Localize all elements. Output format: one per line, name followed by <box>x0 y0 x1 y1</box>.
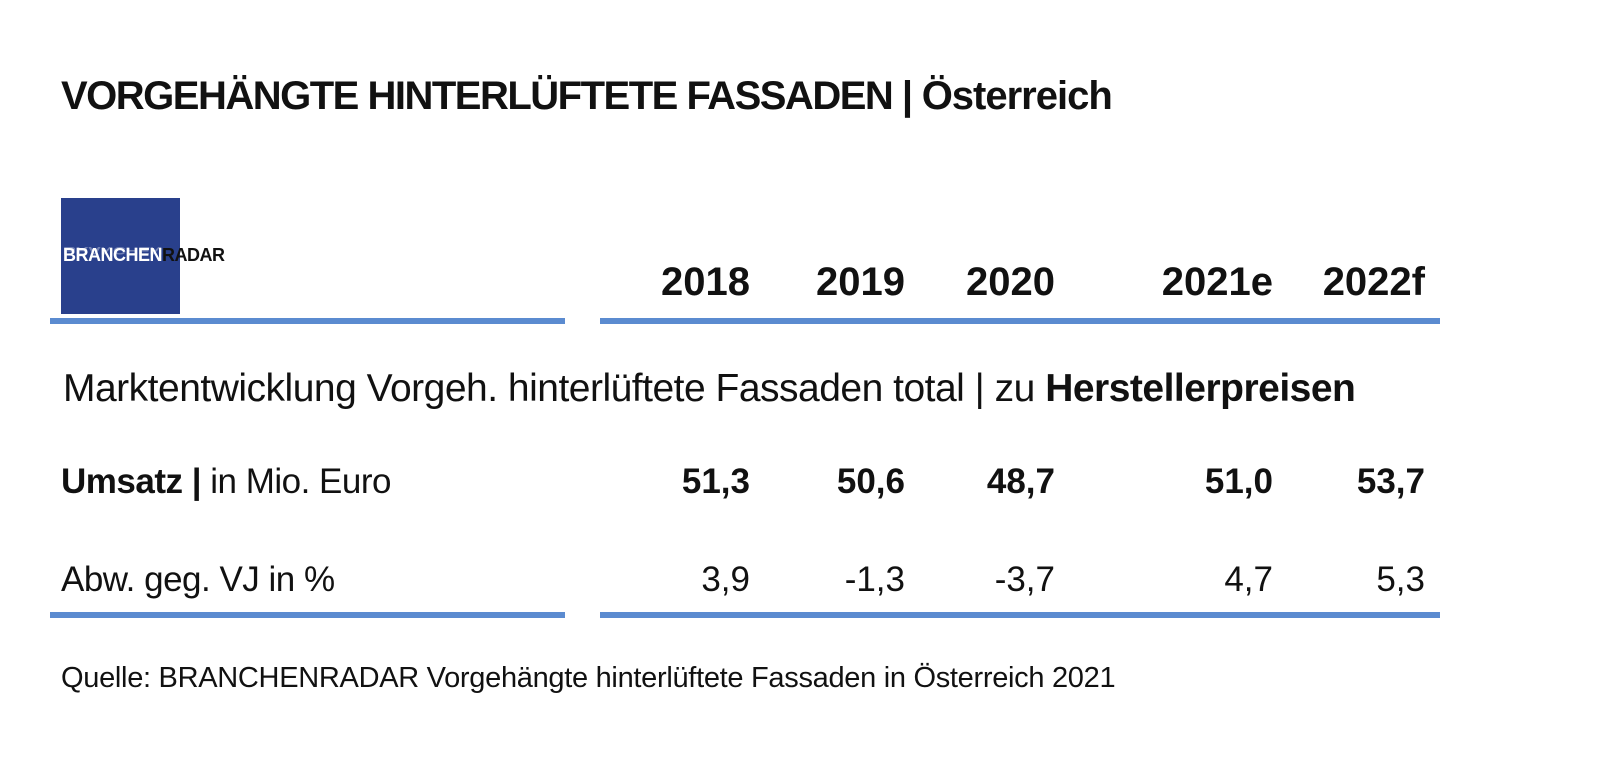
column-header-2018: 2018 <box>661 260 750 304</box>
cell-umsatz-2019: 50,6 <box>836 462 905 501</box>
section-title: Marktentwicklung Vorgeh. hinterlüftete F… <box>63 365 1356 413</box>
section-title-prefix: Marktentwicklung Vorgeh. hinterlüftete F… <box>63 367 1046 410</box>
row-label-bold-0: Umsatz | <box>61 462 202 501</box>
cell-abweichung-2018: 3,9 <box>701 560 750 599</box>
chart-title: VORGEHÄNGTE HINTERLÜFTETE FASSADEN | Öst… <box>61 72 1113 120</box>
logo-text: BRANCHENRADAR <box>63 244 225 266</box>
rule-top-right <box>600 318 1440 324</box>
row-label-text-1: Abw. geg. VJ in % <box>61 560 335 599</box>
row-label-text-0: in Mio. Euro <box>201 462 391 501</box>
cell-abweichung-2020: -3,7 <box>994 560 1055 599</box>
row-label-0: Umsatz | in Mio. Euro <box>61 460 391 504</box>
column-header-2022f: 2022f <box>1322 260 1425 304</box>
cell-umsatz-2018: 51,3 <box>681 462 750 501</box>
chart-title-sub: Österreich <box>911 74 1113 118</box>
rule-bottom-right <box>600 612 1440 618</box>
cell-umsatz-2022f: 53,7 <box>1356 462 1425 501</box>
cell-abweichung-2019: -1,3 <box>844 560 905 599</box>
column-header-2019: 2019 <box>816 260 905 304</box>
rule-top-left <box>50 318 565 324</box>
cell-abweichung-2021e: 4,7 <box>1224 560 1273 599</box>
cell-abweichung-2022f: 5,3 <box>1376 560 1425 599</box>
logo-text-radar: RADAR <box>162 245 225 265</box>
logo-box <box>61 198 180 314</box>
row-label-1: Abw. geg. VJ in % <box>61 558 335 602</box>
source-note: Quelle: BRANCHENRADAR Vorgehängte hinter… <box>61 662 1116 694</box>
cell-umsatz-2021e: 51,0 <box>1204 462 1273 501</box>
column-header-2021e: 2021e <box>1161 260 1273 304</box>
column-header-2020: 2020 <box>966 260 1055 304</box>
logo-text-branchen: BRANCHEN <box>63 245 163 265</box>
rule-bottom-left <box>50 612 565 618</box>
cell-umsatz-2020: 48,7 <box>986 462 1055 501</box>
chart-title-main: VORGEHÄNGTE HINTERLÜFTETE FASSADEN | <box>61 74 913 118</box>
section-title-emphasis: Herstellerpreisen <box>1045 367 1356 410</box>
